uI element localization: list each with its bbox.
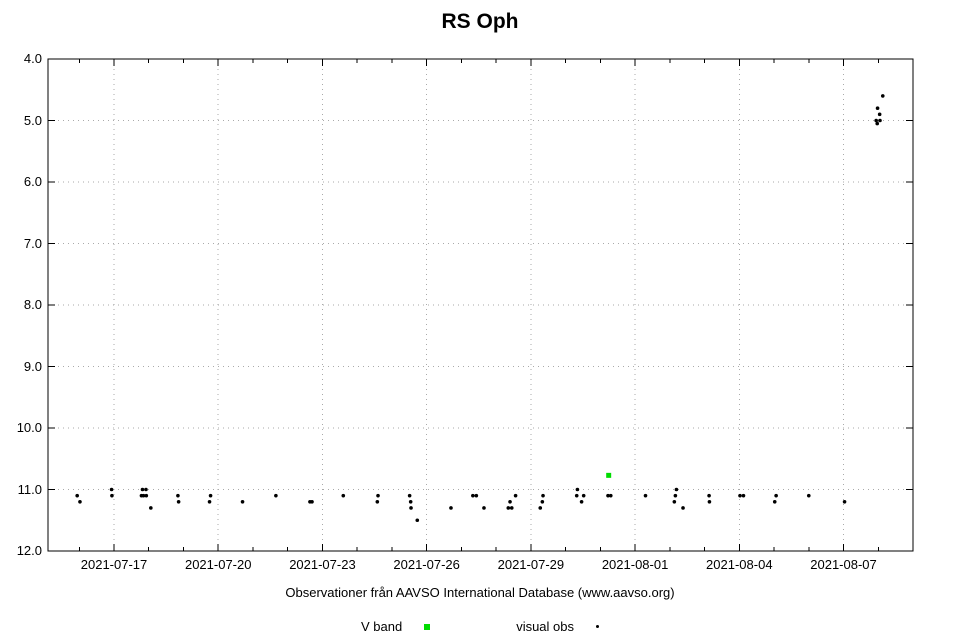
- data-point-visual-obs: [274, 493, 278, 498]
- data-point-visual-obs: [738, 493, 742, 498]
- data-point-visual-obs: [581, 493, 586, 498]
- x-tick-label: 2021-07-23: [289, 557, 356, 572]
- x-tick-label: 2021-08-01: [601, 557, 669, 572]
- data-point-visual-obs: [875, 106, 880, 110]
- chart-title: RS Oph: [441, 10, 519, 33]
- data-point-visual-obs: [375, 500, 380, 504]
- data-point-visual-obs: [741, 493, 746, 498]
- data-point-visual-obs: [509, 506, 514, 510]
- data-point-visual-obs: [579, 500, 584, 504]
- data-point-visual-obs: [109, 487, 114, 492]
- series-v-band: [606, 472, 612, 478]
- data-point-visual-obs: [407, 493, 412, 498]
- data-point-visual-obs: [606, 493, 610, 498]
- y-tick-label: 5.0: [23, 112, 42, 128]
- y-tick-label: 7.0: [23, 235, 42, 251]
- y-tick-label: 4.0: [23, 51, 42, 66]
- x-tick-label: 2021-08-04: [706, 557, 773, 572]
- data-point-visual-obs: [482, 506, 486, 510]
- x-tick-label: 2021-07-29: [497, 557, 565, 572]
- x-tick-label: 2021-08-07: [810, 557, 877, 572]
- data-point-visual-obs: [208, 493, 213, 498]
- visual-obs-marker-icon: [596, 625, 599, 628]
- data-point-visual-obs: [674, 487, 679, 492]
- data-point-visual-obs: [149, 506, 153, 510]
- data-point-visual-obs: [774, 493, 778, 498]
- data-point-visual-obs: [806, 493, 811, 498]
- x-tick-label: 2021-07-26: [393, 557, 460, 572]
- data-point-visual-obs: [75, 493, 79, 498]
- data-point-visual-obs: [878, 118, 882, 123]
- data-point-visual-obs: [574, 493, 579, 498]
- data-point-visual-obs: [874, 118, 878, 123]
- data-point-visual-obs: [341, 493, 346, 498]
- data-point-visual-obs: [707, 500, 712, 504]
- y-tick-label: 9.0: [23, 358, 42, 374]
- data-point-visual-obs: [78, 500, 82, 504]
- data-point-visual-obs: [672, 500, 677, 504]
- chart-caption: Observationer från AAVSO International D…: [285, 585, 675, 600]
- legend-label-visual-obs: visual obs: [516, 619, 574, 634]
- data-point-visual-obs: [310, 500, 314, 504]
- series-visual-obs: [75, 94, 885, 523]
- y-tick-label: 11.0: [17, 481, 42, 497]
- data-point-visual-obs: [707, 493, 711, 498]
- y-tick-label: 10.0: [16, 420, 42, 435]
- data-point-v-band: [606, 472, 612, 478]
- data-point-visual-obs: [176, 500, 181, 504]
- data-point-visual-obs: [673, 493, 678, 498]
- data-point-visual-obs: [541, 493, 545, 498]
- data-point-visual-obs: [144, 493, 149, 498]
- data-point-visual-obs: [540, 500, 545, 504]
- y-tick-label: 8.0: [23, 297, 42, 312]
- data-point-visual-obs: [513, 493, 518, 498]
- x-tick-label: 2021-07-17: [80, 557, 148, 572]
- data-point-visual-obs: [681, 506, 685, 510]
- data-point-visual-obs: [140, 487, 145, 492]
- data-point-visual-obs: [506, 506, 511, 510]
- data-point-visual-obs: [144, 487, 148, 492]
- data-point-visual-obs: [449, 506, 453, 510]
- data-point-visual-obs: [842, 500, 847, 504]
- y-tick-label: 12.0: [16, 543, 42, 558]
- y-tick-label: 6.0: [23, 174, 42, 189]
- data-point-visual-obs: [643, 493, 648, 498]
- data-point-visual-obs: [176, 493, 180, 498]
- data-point-visual-obs: [207, 500, 212, 504]
- data-point-visual-obs: [110, 493, 114, 498]
- data-point-visual-obs: [240, 500, 245, 504]
- data-point-visual-obs: [415, 518, 420, 523]
- x-tick-label: 2021-07-20: [184, 557, 252, 572]
- data-point-visual-obs: [880, 94, 885, 98]
- data-point-visual-obs: [575, 487, 580, 492]
- data-point-visual-obs: [471, 493, 475, 498]
- data-point-visual-obs: [608, 493, 613, 498]
- axis-ticks: [48, 58, 914, 552]
- data-point-visual-obs: [376, 493, 380, 498]
- data-point-visual-obs: [538, 506, 543, 510]
- chart-legend: V band visual obs: [0, 619, 960, 634]
- data-point-visual-obs: [474, 493, 479, 498]
- data-point-visual-obs: [141, 493, 146, 498]
- data-point-visual-obs: [877, 112, 882, 117]
- data-point-visual-obs: [508, 500, 512, 504]
- data-point-visual-obs: [772, 500, 777, 504]
- data-point-visual-obs: [875, 121, 880, 126]
- data-point-visual-obs: [408, 500, 413, 504]
- v-band-marker-icon: [424, 623, 431, 630]
- data-point-visual-obs: [409, 506, 413, 510]
- legend-label-v-band: V band: [360, 619, 403, 634]
- grid-lines: [48, 59, 913, 551]
